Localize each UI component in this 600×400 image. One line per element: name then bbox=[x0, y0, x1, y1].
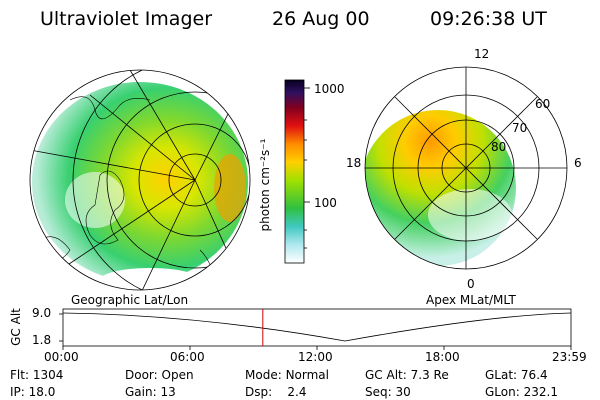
mlt-label-12: 12 bbox=[474, 47, 490, 61]
apex-image bbox=[365, 110, 516, 266]
info-door: Door: Open bbox=[125, 368, 194, 382]
instrument-title: Ultraviolet Imager bbox=[40, 8, 213, 30]
colorbar bbox=[284, 79, 305, 264]
orbit-ticks bbox=[59, 313, 572, 350]
info-dsp: Dsp: 2.4 bbox=[245, 385, 307, 399]
colorbar-unit-label: photon cm⁻²s⁻¹ bbox=[258, 138, 272, 232]
orbit-ytick-9: 9.0 bbox=[32, 306, 52, 320]
mlat-label-70: 70 bbox=[512, 121, 528, 135]
geographic-caption: Geographic Lat/Lon bbox=[71, 293, 189, 307]
mlat-label-80: 80 bbox=[491, 140, 507, 154]
geographic-image bbox=[32, 82, 248, 290]
altitude-curve bbox=[62, 312, 572, 342]
orbit-xtick-1800: 18:00 bbox=[425, 350, 460, 364]
orbit-xtick-0600: 06:00 bbox=[170, 350, 205, 364]
info-gain: Gain: 13 bbox=[125, 385, 176, 399]
date-label: 26 Aug 00 bbox=[272, 8, 370, 30]
mlt-label-18: 18 bbox=[346, 156, 362, 170]
info-mode: Mode: Normal bbox=[245, 368, 329, 382]
orbit-ytick-1.8: 1.8 bbox=[32, 333, 52, 347]
apex-grid bbox=[364, 66, 568, 270]
info-glat: GLat: 76.4 bbox=[485, 368, 548, 382]
info-seq: Seq: 30 bbox=[365, 385, 411, 399]
apex-caption: Apex MLat/MLT bbox=[426, 293, 516, 307]
orbit-xtick-0000: 00:00 bbox=[44, 350, 79, 364]
colorbar-tick-1000: 1000 bbox=[314, 82, 345, 96]
info-ip: IP: 18.0 bbox=[10, 385, 56, 399]
orbit-ylabel: GC Alt bbox=[9, 308, 23, 346]
info-flt: Flt: 1304 bbox=[10, 368, 64, 382]
mlt-label-6: 6 bbox=[574, 156, 582, 170]
colorbar-tick-100: 100 bbox=[314, 196, 337, 210]
orbit-xtick-2359: 23:59 bbox=[552, 350, 587, 364]
orbit-xtick-1200: 12:00 bbox=[298, 350, 333, 364]
geographic-grid bbox=[29, 69, 251, 291]
info-glon: GLon: 232.1 bbox=[485, 385, 558, 399]
colorbar-ticks bbox=[304, 87, 310, 249]
info-gc-alt: GC Alt: 7.3 Re bbox=[365, 368, 449, 382]
orbit-plot bbox=[59, 308, 572, 350]
time-label: 09:26:38 UT bbox=[430, 8, 547, 30]
mlt-label-0: 0 bbox=[467, 277, 475, 291]
mlat-label-60: 60 bbox=[535, 97, 551, 111]
